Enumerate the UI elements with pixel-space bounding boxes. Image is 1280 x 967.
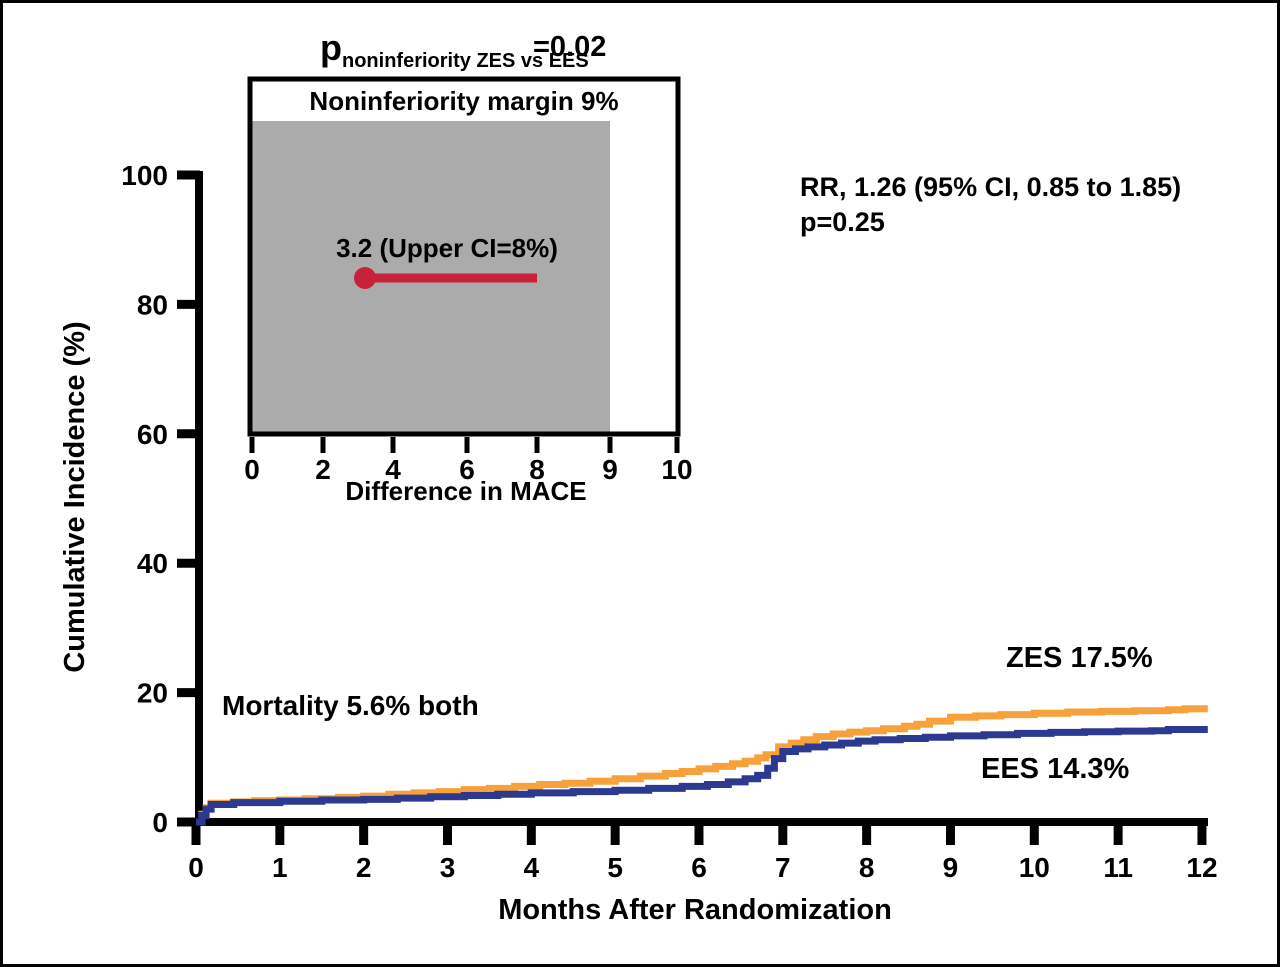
x-tick-label: 2 bbox=[356, 852, 372, 883]
x-tick-label: 1 bbox=[272, 852, 288, 883]
ees-series-label: EES 14.3% bbox=[981, 753, 1130, 785]
ees-curve bbox=[196, 726, 1208, 826]
y-tick-label: 60 bbox=[137, 419, 168, 450]
inset-x-axis-title: Difference in MACE bbox=[345, 476, 586, 506]
x-tick-label: 12 bbox=[1186, 852, 1217, 883]
y-axis-ticks: 0 20 40 60 80 100 bbox=[121, 160, 200, 838]
x-tick-label: 7 bbox=[775, 852, 791, 883]
inset-x-tick-label: 6 bbox=[459, 454, 475, 485]
inset-x-tick-label: 9 bbox=[602, 454, 618, 485]
rr-annotation-line1: RR, 1.26 (95% CI, 0.85 to 1.85) bbox=[800, 172, 1181, 202]
rr-annotation-line2: p=0.25 bbox=[800, 207, 885, 237]
x-tick-label: 0 bbox=[188, 852, 204, 883]
mortality-annotation: Mortality 5.6% both bbox=[222, 690, 479, 721]
x-tick-label: 11 bbox=[1103, 852, 1133, 883]
inset-title: Noninferiority margin 9% bbox=[309, 86, 618, 116]
inset-pvalue-header: p noninferiority ZES vs EES =0.02 bbox=[320, 27, 606, 72]
x-axis-ticks: 0 1 2 3 4 5 6 7 8 9 10 11 12 bbox=[188, 822, 1218, 883]
inset-x-tick-label: 4 bbox=[385, 454, 401, 485]
x-axis-title: Months After Randomization bbox=[498, 894, 892, 926]
y-tick-label: 40 bbox=[137, 548, 168, 579]
x-tick-label: 9 bbox=[943, 852, 959, 883]
p-symbol: p bbox=[320, 27, 342, 68]
x-tick-label: 10 bbox=[1019, 852, 1050, 883]
inset-x-tick-label: 10 bbox=[661, 454, 692, 485]
x-tick-label: 6 bbox=[691, 852, 707, 883]
inset-chart: Noninferiority margin 9% 3.2 (Upper CI=8… bbox=[244, 76, 693, 506]
point-estimate-marker bbox=[354, 267, 537, 289]
x-tick-label: 3 bbox=[440, 852, 456, 883]
inset-axis-ticks: 0 2 4 6 8 9 10 bbox=[244, 437, 693, 485]
zes-series-label: ZES 17.5% bbox=[1006, 642, 1153, 674]
x-tick-label: 8 bbox=[859, 852, 875, 883]
y-tick-label: 20 bbox=[137, 678, 168, 709]
inset-box-border bbox=[247, 76, 681, 437]
y-tick-label: 0 bbox=[152, 807, 168, 838]
inset-x-tick-label: 2 bbox=[315, 454, 331, 485]
p-value: =0.02 bbox=[533, 31, 606, 63]
x-tick-label: 4 bbox=[524, 852, 540, 883]
y-axis-title: Cumulative Incidence (%) bbox=[59, 321, 91, 672]
point-estimate-label: 3.2 (Upper CI=8%) bbox=[336, 233, 558, 263]
point-estimate-dot bbox=[354, 267, 376, 289]
x-tick-label: 5 bbox=[607, 852, 623, 883]
inset-x-tick-label: 0 bbox=[244, 454, 260, 485]
y-tick-label: 100 bbox=[121, 160, 168, 191]
survival-curves bbox=[196, 705, 1208, 826]
inset-x-tick-label: 8 bbox=[529, 454, 545, 485]
y-tick-label: 80 bbox=[137, 289, 168, 320]
p-subscript: noninferiority ZES vs EES bbox=[342, 50, 589, 72]
